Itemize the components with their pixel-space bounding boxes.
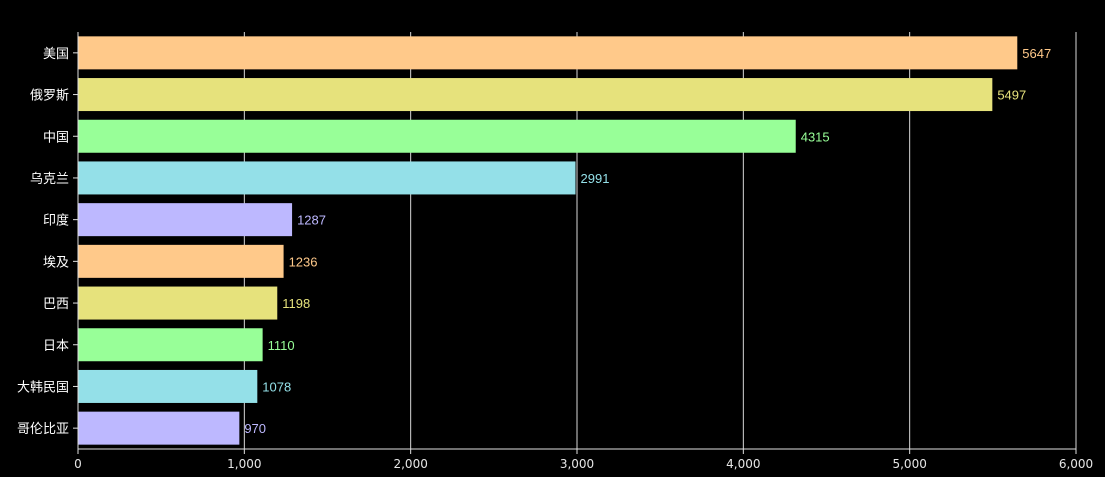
- data-label: 1287: [297, 213, 326, 228]
- bar: [78, 119, 796, 153]
- bar: [78, 411, 240, 445]
- data-label: 2991: [581, 171, 610, 186]
- bar: [78, 203, 293, 237]
- category-label: 中国: [43, 130, 69, 145]
- x-tick-label: 6,000: [1059, 457, 1093, 471]
- bar: [78, 328, 263, 362]
- category-label: 大韩民国: [17, 380, 69, 395]
- data-label: 1198: [282, 296, 310, 311]
- bar: [78, 161, 576, 195]
- bar: [78, 369, 258, 403]
- category-label: 乌克兰: [30, 171, 69, 187]
- x-tick-label: 5,000: [892, 457, 926, 471]
- data-label: 5497: [997, 88, 1026, 103]
- data-label: 1236: [289, 254, 318, 269]
- bar: [78, 286, 278, 320]
- x-tick-label: 2,000: [393, 457, 427, 471]
- x-tick-label: 0: [74, 457, 82, 471]
- bar: [78, 78, 993, 112]
- data-label: 1078: [262, 379, 291, 394]
- category-label: 埃及: [43, 255, 69, 270]
- bars: 5647 5497 4315 2991 1287 1236 1198 1110 1078 970: [78, 36, 1051, 445]
- category-label: 美国: [43, 47, 69, 62]
- x-axis: 0 1,000 2,000 3,000 4,000 5,000 6,000: [74, 448, 1093, 471]
- x-tick-label: 4,000: [726, 457, 760, 471]
- bar: [78, 244, 284, 278]
- category-label: 巴西: [43, 297, 69, 312]
- x-tick-label: 3,000: [560, 457, 594, 471]
- category-label: 日本: [43, 339, 69, 354]
- data-label: 1110: [268, 338, 295, 353]
- data-label: 970: [244, 421, 266, 436]
- bar: [78, 36, 1018, 70]
- data-label: 5647: [1022, 46, 1051, 61]
- category-label: 哥伦比亚: [17, 422, 69, 437]
- category-label: 俄罗斯: [30, 89, 69, 104]
- category-label: 印度: [43, 213, 69, 229]
- x-tick-label: 1,000: [227, 457, 261, 471]
- data-label: 4315: [801, 129, 830, 144]
